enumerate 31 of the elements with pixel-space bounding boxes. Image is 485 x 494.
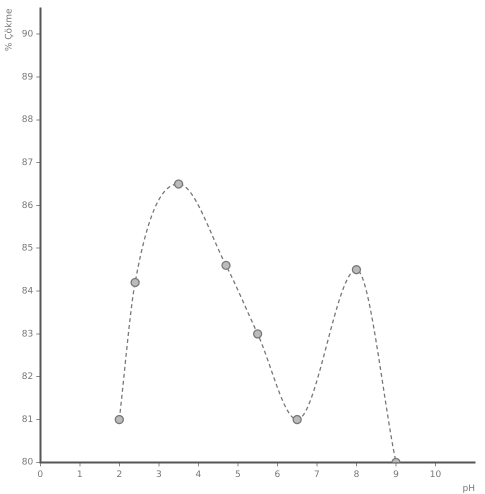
x-axis-title: pH — [462, 484, 475, 494]
x-tick-label: 9 — [393, 470, 400, 480]
y-tick-label: 85 — [22, 244, 34, 254]
point — [130, 278, 140, 288]
x-tick-label: 2 — [116, 470, 122, 480]
x-tick-label: 0 — [37, 470, 44, 480]
x-tick-label: 8 — [354, 470, 360, 480]
x-tick-label: 10 — [430, 470, 442, 480]
point — [174, 179, 184, 189]
x-tick-label: 1 — [76, 470, 83, 480]
point — [114, 414, 124, 424]
x-tick-label: 3 — [156, 470, 162, 480]
y-tick-label: 87 — [22, 158, 34, 168]
y-axis-title: % Çökme — [4, 8, 15, 52]
x-tick-label: 6 — [274, 470, 281, 480]
x-tick-label: 4 — [195, 470, 202, 480]
y-tick-label: 89 — [22, 72, 34, 82]
y-tick-label: 86 — [22, 200, 34, 211]
y-tick-label: 90 — [22, 29, 34, 40]
y-tick-label: 88 — [22, 115, 34, 126]
y-tick-label: 81 — [22, 414, 34, 425]
x-tick-label: 5 — [235, 470, 241, 480]
y-tick-label: 83 — [22, 329, 34, 340]
y-tick-label: 82 — [22, 372, 34, 382]
point — [292, 414, 302, 424]
point — [352, 265, 362, 274]
y-tick-label: 80 — [22, 458, 34, 468]
y-tick-label: 84 — [22, 286, 34, 296]
point — [221, 260, 231, 270]
x-tick-label: 7 — [314, 470, 320, 480]
point — [252, 329, 262, 339]
